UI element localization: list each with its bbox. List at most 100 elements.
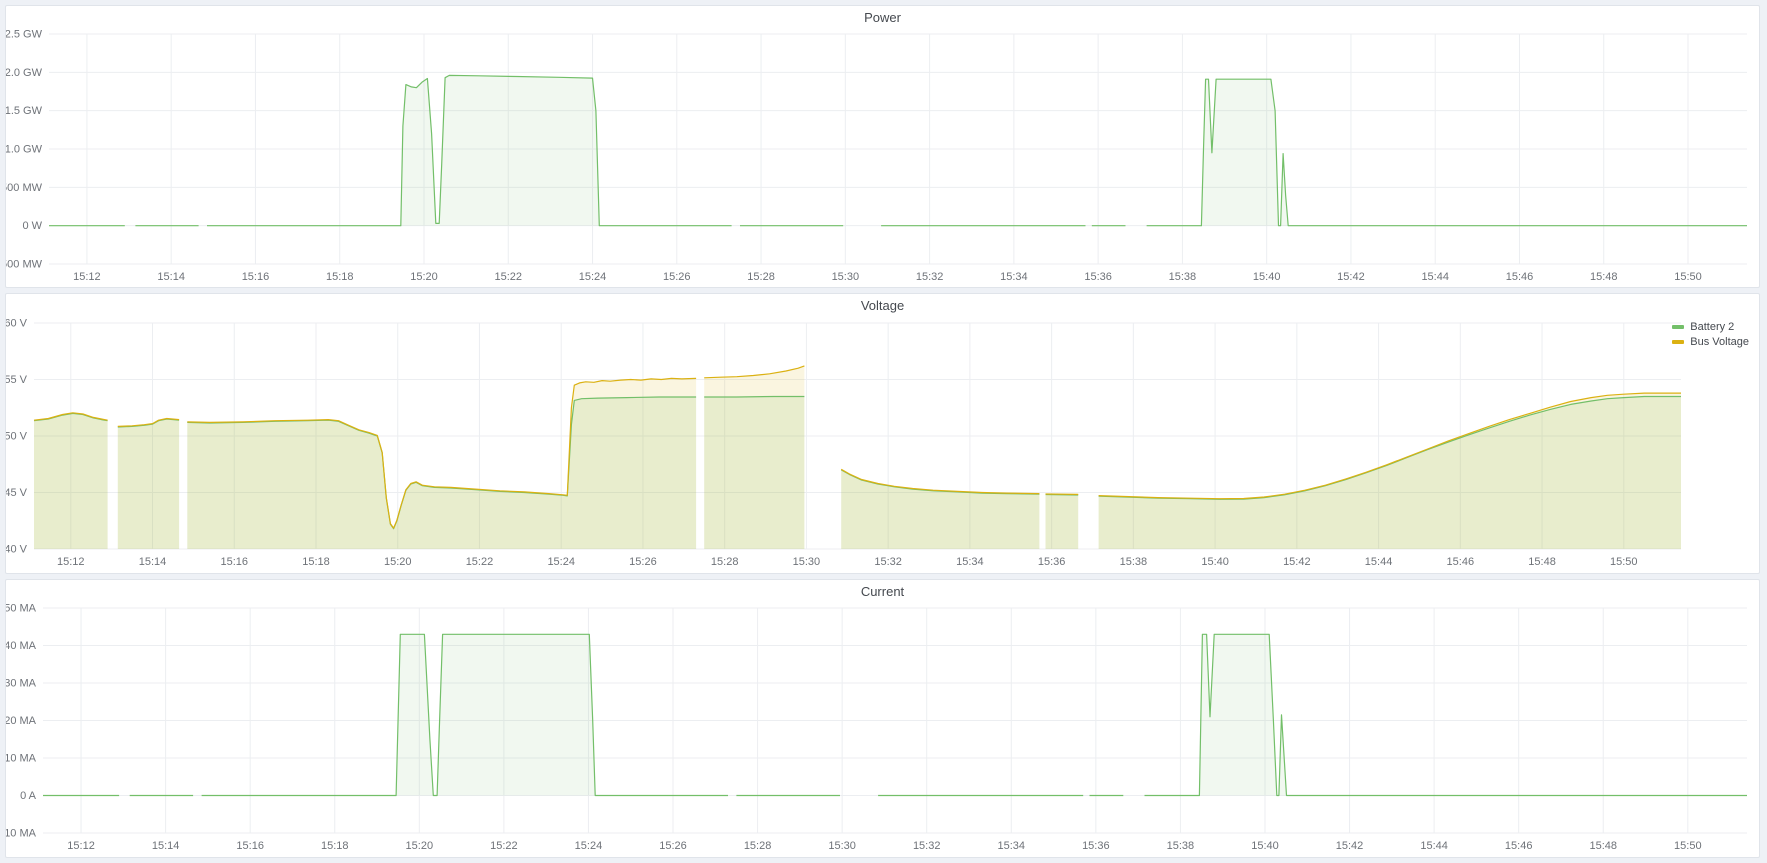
voltage-chart[interactable]: 60 V 55 V 50 V 45 V 40 V 15:12 15:14 15:16 15:18… xyxy=(6,294,1759,575)
y-tick-label: 2.0 GW xyxy=(6,67,43,79)
x-tick-label: 15:48 xyxy=(1590,271,1618,283)
y-tick-label: 20 MA xyxy=(6,715,37,727)
x-tick-label: 15:32 xyxy=(874,556,902,568)
x-tick-label: 15:48 xyxy=(1589,840,1617,852)
legend-item-battery-2[interactable]: Battery 2 xyxy=(1672,320,1749,333)
x-tick-label: 15:18 xyxy=(321,840,349,852)
grid xyxy=(49,33,1747,265)
x-tick-label: 15:12 xyxy=(57,556,85,568)
x-tick-label: 15:16 xyxy=(220,556,248,568)
y-tick-label: 45 V xyxy=(6,487,28,499)
series-line-power xyxy=(49,74,1747,227)
panel-title-voltage[interactable]: Voltage xyxy=(860,298,905,313)
x-tick-label: 15:26 xyxy=(629,556,657,568)
x-tick-label: 15:44 xyxy=(1420,840,1448,852)
x-tick-label: 15:32 xyxy=(913,840,941,852)
x-tick-label: 15:40 xyxy=(1201,556,1229,568)
y-tick-label: 1.5 GW xyxy=(6,105,43,117)
x-tick-label: 15:40 xyxy=(1253,271,1281,283)
y-tick-label: 40 V xyxy=(6,544,28,556)
x-tick-label: 15:36 xyxy=(1038,556,1066,568)
y-tick-label: 55 V xyxy=(6,374,28,386)
x-tick-label: 15:28 xyxy=(747,271,775,283)
bus-voltage-series-swatch xyxy=(1672,339,1685,344)
series-line-current xyxy=(43,633,1747,797)
x-tick-label: 15:18 xyxy=(302,556,330,568)
battery-2-series-swatch xyxy=(1672,324,1685,329)
series-area-power xyxy=(207,75,1747,226)
y-tick-label: 50 MA xyxy=(6,603,37,615)
x-tick-label: 15:42 xyxy=(1336,840,1364,852)
x-tick-label: 15:42 xyxy=(1337,271,1365,283)
voltage-panel: Voltage 60 V 55 V 50 V 45 V 40 V 15:12 15:14 15… xyxy=(5,293,1760,574)
legend-label-battery-2[interactable]: Battery 2 xyxy=(1690,320,1735,333)
y-tick-label: 0 W xyxy=(22,220,42,232)
x-tick-label: 15:22 xyxy=(494,271,522,283)
x-tick-label: 15:28 xyxy=(744,840,772,852)
y-tick-label: 60 V xyxy=(6,318,28,330)
x-tick-label: 15:14 xyxy=(139,556,167,568)
axis-labels: 50 MA 40 MA 30 MA 20 MA 10 MA 0 A -10 MA 15:12 1… xyxy=(6,603,1702,853)
x-tick-label: 15:30 xyxy=(832,271,860,283)
y-tick-label: 30 MA xyxy=(6,678,37,690)
x-tick-label: 15:20 xyxy=(406,840,434,852)
x-tick-label: 15:14 xyxy=(157,271,185,283)
panel-title-current[interactable]: Current xyxy=(860,584,905,599)
y-tick-label: 0 A xyxy=(20,790,37,802)
y-tick-label: 2.5 GW xyxy=(6,29,43,41)
x-tick-label: 15:12 xyxy=(67,840,95,852)
panel-title-power[interactable]: Power xyxy=(864,10,901,25)
x-tick-label: 15:38 xyxy=(1167,840,1195,852)
x-tick-label: 15:16 xyxy=(236,840,264,852)
x-tick-label: 15:36 xyxy=(1084,271,1112,283)
y-tick-label: -500 MW xyxy=(6,259,43,271)
x-tick-label: 15:46 xyxy=(1506,271,1534,283)
x-tick-label: 15:34 xyxy=(956,556,984,568)
y-tick-label: 500 MW xyxy=(6,182,43,194)
x-tick-label: 15:50 xyxy=(1674,271,1702,283)
current-chart[interactable]: 50 MA 40 MA 30 MA 20 MA 10 MA 0 A -10 MA 15:12 1… xyxy=(6,580,1759,859)
current-panel: Current 50 MA 40 MA 30 MA 20 MA 10 MA 0 A -10 … xyxy=(5,579,1760,858)
series-line-bus-voltage xyxy=(33,365,1681,529)
x-tick-label: 15:24 xyxy=(547,556,575,568)
x-tick-label: 15:46 xyxy=(1505,840,1533,852)
x-tick-label: 15:50 xyxy=(1610,556,1638,568)
x-tick-label: 15:42 xyxy=(1283,556,1311,568)
legend-label-bus-voltage[interactable]: Bus Voltage xyxy=(1690,335,1749,348)
x-tick-label: 15:22 xyxy=(490,840,518,852)
x-tick-label: 15:16 xyxy=(242,271,270,283)
y-tick-label: -10 MA xyxy=(6,828,37,840)
x-tick-label: 15:24 xyxy=(579,271,607,283)
x-tick-label: 15:14 xyxy=(152,840,180,852)
x-tick-label: 15:26 xyxy=(663,271,691,283)
x-tick-label: 15:30 xyxy=(793,556,821,568)
series-area-bus-voltage xyxy=(34,365,1681,549)
x-tick-label: 15:20 xyxy=(384,556,412,568)
x-tick-label: 15:44 xyxy=(1421,271,1449,283)
x-tick-label: 15:30 xyxy=(828,840,856,852)
x-tick-label: 15:44 xyxy=(1365,556,1393,568)
y-tick-label: 10 MA xyxy=(6,753,37,765)
series-area-current xyxy=(201,634,1747,796)
y-tick-label: 1.0 GW xyxy=(6,144,43,156)
x-tick-label: 15:34 xyxy=(998,840,1026,852)
x-tick-label: 15:12 xyxy=(73,271,101,283)
axis-labels: 2.5 GW 2.0 GW 1.5 GW 1.0 GW 500 MW 0 W -500 MW… xyxy=(6,29,1702,284)
x-tick-label: 15:24 xyxy=(575,840,603,852)
legend-item-bus-voltage[interactable]: Bus Voltage xyxy=(1672,335,1749,348)
x-tick-label: 15:18 xyxy=(326,271,354,283)
y-tick-label: 40 MA xyxy=(6,640,37,652)
power-chart[interactable]: 2.5 GW 2.0 GW 1.5 GW 1.0 GW 500 MW 0 W -500 MW… xyxy=(6,6,1759,289)
x-tick-label: 15:32 xyxy=(916,271,944,283)
grid xyxy=(34,322,1681,550)
x-tick-label: 15:26 xyxy=(659,840,687,852)
x-tick-label: 15:50 xyxy=(1674,840,1702,852)
x-tick-label: 15:34 xyxy=(1000,271,1028,283)
y-tick-label: 50 V xyxy=(6,431,28,443)
legend: Battery 2 Bus Voltage xyxy=(1672,320,1749,348)
x-tick-label: 15:40 xyxy=(1251,840,1279,852)
x-tick-label: 15:22 xyxy=(466,556,494,568)
x-tick-label: 15:48 xyxy=(1528,556,1556,568)
axis-labels: 60 V 55 V 50 V 45 V 40 V 15:12 15:14 15:16 15:18… xyxy=(6,318,1638,569)
